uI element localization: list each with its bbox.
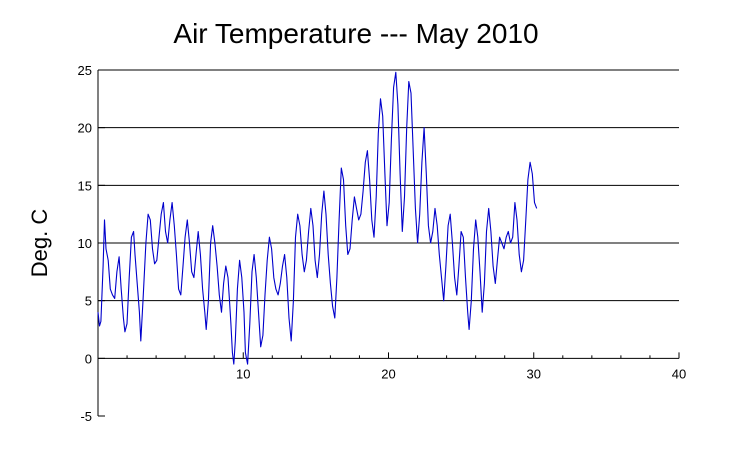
series-layer <box>97 71 538 365</box>
x-axis-ticks: 10 20 30 40 <box>126 352 686 381</box>
x-tick-label-10: 10 <box>236 366 250 381</box>
y-tick-label-20: 20 <box>78 121 92 136</box>
y-tick-label-0: 0 <box>85 351 92 366</box>
series-line-0 <box>97 71 538 365</box>
gridlines <box>98 69 679 302</box>
chart-title: Air Temperature --- May 2010 <box>173 18 538 49</box>
y-tick-label-10: 10 <box>78 236 92 251</box>
y-tick-label-15: 15 <box>78 178 92 193</box>
y-tick-label-5: 5 <box>85 294 92 309</box>
y-tick-label--5: -5 <box>80 409 92 424</box>
y-tick-label-25: 25 <box>78 63 92 78</box>
x-tick-label-40: 40 <box>672 366 686 381</box>
y-axis-label: Deg. C <box>27 209 52 278</box>
x-tick-label-20: 20 <box>381 366 395 381</box>
x-tick-label-30: 30 <box>527 366 541 381</box>
y-axis-ticks: 25 20 15 10 5 0 -5 <box>78 63 105 424</box>
